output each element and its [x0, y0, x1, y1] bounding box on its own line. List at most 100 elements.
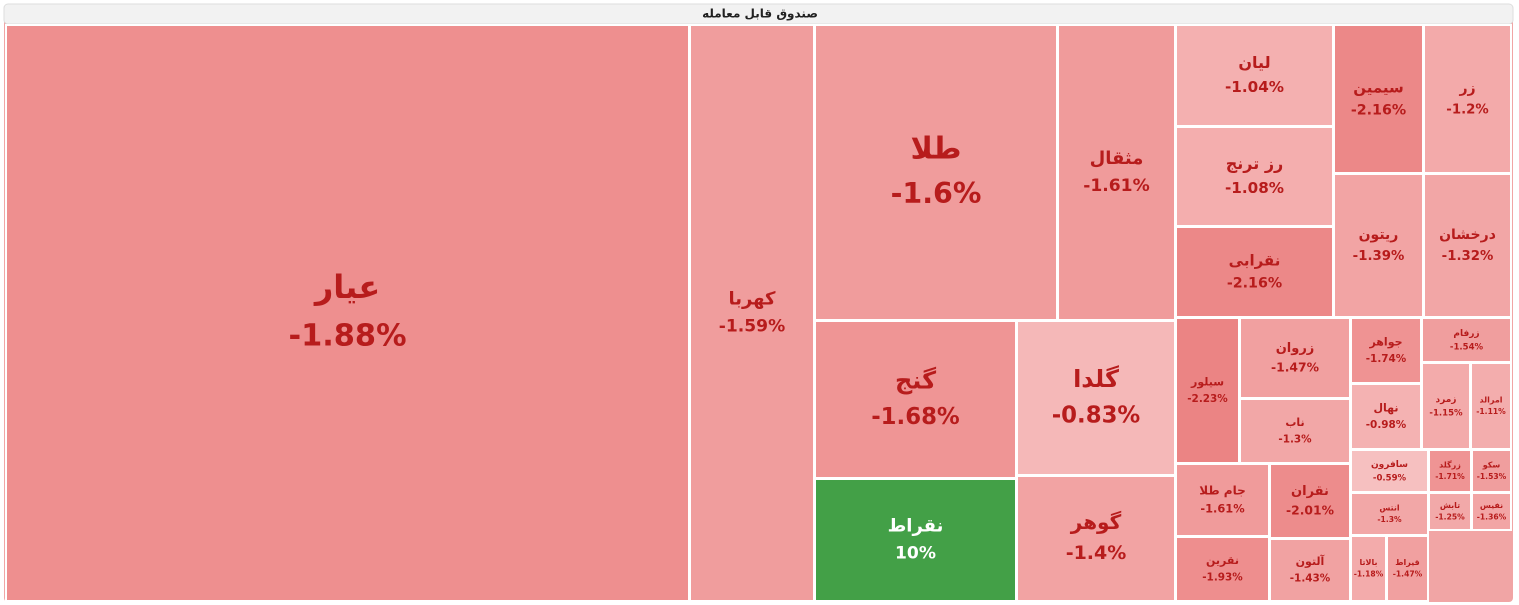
- tile: [1470, 362, 1512, 450]
- tile-name: نهال: [1373, 401, 1398, 414]
- tile: [1175, 226, 1334, 318]
- tile-name: سکو: [1482, 461, 1501, 470]
- tile: [1421, 362, 1471, 450]
- tile-change: -0.83%: [1052, 403, 1141, 429]
- tile-change: -1.15%: [1429, 408, 1463, 418]
- tile-change: -1.59%: [719, 317, 785, 337]
- tile-name: گوهر: [1070, 510, 1122, 534]
- tile-change: -1.2%: [1446, 103, 1488, 118]
- chart-title: صندوق قابل معامله: [702, 7, 818, 22]
- tile-name: سیمین: [1353, 78, 1404, 96]
- tile-change: -1.74%: [1366, 353, 1407, 365]
- tile-change: -1.3%: [1278, 433, 1312, 445]
- tile-name: بالاتا: [1360, 558, 1378, 567]
- tile: [1421, 317, 1512, 363]
- tile-change: -1.39%: [1353, 249, 1405, 264]
- tile-change: -2.16%: [1351, 102, 1406, 118]
- tile: [1269, 538, 1351, 602]
- tile-name: مثقال: [1090, 148, 1144, 169]
- tile: [1471, 449, 1512, 493]
- tile-change: -2.01%: [1286, 503, 1334, 517]
- tile-name: زر: [1458, 81, 1475, 97]
- tile-change: -1.4%: [1066, 542, 1127, 564]
- tile: [1423, 173, 1512, 318]
- tile-name: رز ترنج: [1226, 154, 1284, 173]
- tile-change: -1.54%: [1450, 342, 1484, 352]
- tile: [1239, 317, 1351, 399]
- tile-name: سافرون: [1371, 460, 1408, 470]
- tile-name: آلتون: [1296, 554, 1325, 568]
- tile: [1386, 535, 1429, 602]
- tile: [1333, 173, 1424, 318]
- tile: [1333, 24, 1424, 174]
- tile: [1269, 463, 1351, 539]
- tile: [1239, 398, 1351, 464]
- tile: [1428, 449, 1472, 493]
- tile-change: -1.11%: [1476, 407, 1506, 416]
- tile: [1057, 24, 1176, 321]
- tile: [1350, 317, 1422, 384]
- tile-change: -1.61%: [1083, 176, 1149, 196]
- tile-change: -0.59%: [1373, 473, 1407, 483]
- tile-change: -1.53%: [1477, 472, 1507, 481]
- tile: [1350, 492, 1429, 536]
- tile-name: ریتون: [1359, 227, 1399, 243]
- tile-name: زرفام: [1453, 329, 1479, 339]
- tile-change: -1.08%: [1225, 179, 1284, 197]
- tile-change: -1.71%: [1435, 472, 1465, 481]
- tile-name: امرالد: [1479, 396, 1502, 405]
- tile-name: سیلور: [1190, 375, 1224, 388]
- tile-change: -1.18%: [1354, 570, 1384, 579]
- tile-change: -0.98%: [1366, 419, 1407, 431]
- tile-change: -1.36%: [1477, 513, 1507, 522]
- tile-name: نقراط: [888, 516, 944, 537]
- tile: [1471, 492, 1512, 531]
- tile: [1350, 383, 1422, 450]
- tile-name: جواهر: [1368, 335, 1402, 348]
- tile-change: -1.93%: [1202, 571, 1243, 583]
- tile: [814, 478, 1017, 602]
- tile-name: طلا: [910, 132, 961, 167]
- tile-name: زروان: [1276, 341, 1315, 356]
- tile-name: زرگلد: [1439, 460, 1461, 470]
- tile: [1428, 492, 1472, 531]
- tile-name: تابش: [1440, 501, 1460, 511]
- tile-change: -1.47%: [1393, 570, 1423, 579]
- tile-change: -1.32%: [1442, 249, 1494, 264]
- tile-name: انتس: [1379, 504, 1400, 514]
- tile-change: -1.3%: [1377, 515, 1402, 524]
- tile: [689, 24, 815, 602]
- tile-change: -1.68%: [871, 404, 960, 430]
- tile-name: قیراط: [1395, 558, 1420, 567]
- tile: [1350, 449, 1429, 493]
- tile: [1175, 463, 1270, 537]
- tile: [1175, 317, 1240, 464]
- tile-change: -1.47%: [1271, 360, 1319, 374]
- tile-name: زمرد: [1436, 395, 1457, 405]
- tile-name: گنج: [895, 367, 936, 395]
- tile: [1016, 475, 1176, 602]
- tile-change: -1.88%: [288, 319, 406, 354]
- tile-name: درخشان: [1439, 227, 1496, 243]
- tile-name: نقرین: [1206, 554, 1239, 567]
- tile-change: -1.04%: [1225, 78, 1284, 96]
- tile: [1175, 126, 1334, 227]
- tile-name: نقرابی: [1229, 251, 1281, 269]
- tile: [1350, 535, 1387, 602]
- tile: [5, 24, 690, 602]
- tile-name: نقران: [1291, 484, 1329, 499]
- tile: [1016, 320, 1176, 476]
- tile: [814, 24, 1058, 321]
- tile-change: 10%: [895, 544, 936, 564]
- tile-name: گلدا: [1073, 365, 1119, 393]
- tile: [1423, 24, 1512, 174]
- tile: [814, 320, 1017, 479]
- tile-change: -1.25%: [1435, 513, 1465, 522]
- tile-name: جام طلا: [1199, 484, 1246, 499]
- tile-change: -2.23%: [1187, 393, 1228, 405]
- tile: [1175, 24, 1334, 127]
- tile-name: لیان: [1238, 53, 1270, 72]
- tile-change: -1.61%: [1200, 502, 1245, 516]
- tile-name: عیار: [313, 268, 380, 306]
